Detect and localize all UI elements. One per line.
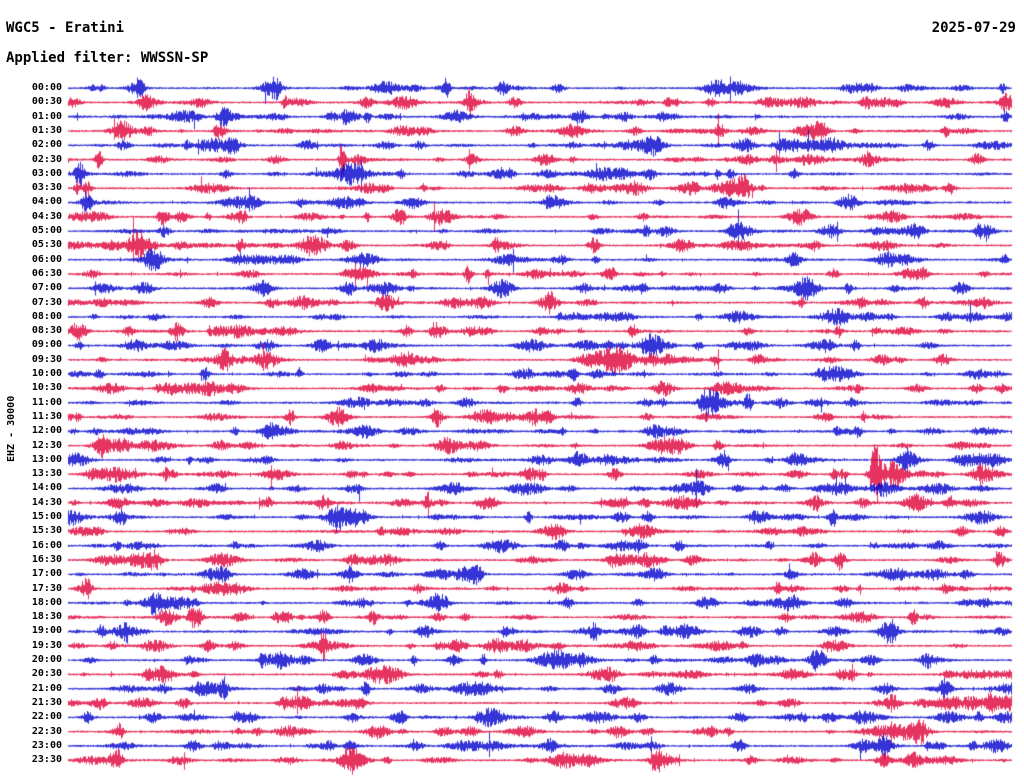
time-label: 00:00 (31, 82, 62, 93)
time-label: 03:30 (31, 182, 62, 194)
applied-filter-label: Applied filter: WWSSN-SP (6, 50, 209, 66)
time-label: 00:30 (31, 96, 62, 108)
time-label: 09:30 (31, 353, 62, 365)
time-label: 21:00 (31, 682, 62, 694)
time-label: 18:30 (31, 611, 62, 623)
time-label: 13:30 (31, 468, 62, 480)
time-label: 23:00 (31, 739, 62, 751)
time-label: 08:30 (31, 325, 62, 337)
time-label: 17:30 (31, 582, 62, 594)
time-label: 03:00 (31, 167, 62, 179)
time-label: 06:30 (31, 267, 62, 279)
time-label: 05:30 (31, 239, 62, 251)
time-label: 01:00 (31, 110, 62, 122)
time-label: 15:00 (31, 511, 62, 522)
time-label: 14:30 (31, 496, 62, 508)
time-label: 14:00 (31, 482, 62, 494)
time-axis-labels: 00:00 00:30 01:00 01:30 02:00 02:30 03:00 03:30… (0, 0, 64, 780)
time-label: 17:00 (31, 568, 62, 580)
station-title: WGC5 - Eratini (6, 20, 125, 36)
time-label: 12:30 (31, 439, 62, 451)
time-label: 04:00 (31, 196, 62, 208)
time-label: 12:00 (31, 425, 62, 437)
time-label: 20:30 (31, 668, 62, 680)
time-label: 22:00 (31, 711, 62, 723)
time-label: 15:30 (31, 525, 62, 537)
time-label: 11:30 (31, 410, 62, 422)
time-label: 06:00 (31, 253, 62, 265)
time-label: 13:00 (31, 453, 62, 465)
time-label: 21:30 (31, 696, 62, 708)
time-label: 04:30 (31, 210, 62, 222)
time-label: 18:00 (31, 596, 62, 608)
time-label: 02:30 (31, 153, 62, 165)
time-label: 07:00 (31, 282, 62, 294)
time-label: 10:30 (31, 382, 62, 394)
time-label: 16:00 (31, 539, 62, 551)
time-label: 19:30 (31, 639, 62, 651)
time-label: 01:30 (31, 124, 62, 136)
time-label: 10:00 (31, 368, 62, 379)
time-label: 22:30 (31, 725, 62, 737)
time-label: 05:00 (31, 225, 62, 236)
time-label: 19:00 (31, 625, 62, 637)
time-label: 09:00 (31, 339, 62, 351)
time-label: 11:00 (31, 396, 62, 408)
time-label: 02:00 (31, 139, 62, 151)
time-label: 23:30 (31, 754, 62, 766)
time-label: 08:00 (31, 310, 62, 322)
time-label: 07:30 (31, 296, 62, 308)
time-label: 16:30 (31, 553, 62, 565)
record-date: 2025-07-29 (931, 20, 1016, 36)
time-label: 20:00 (31, 654, 62, 665)
